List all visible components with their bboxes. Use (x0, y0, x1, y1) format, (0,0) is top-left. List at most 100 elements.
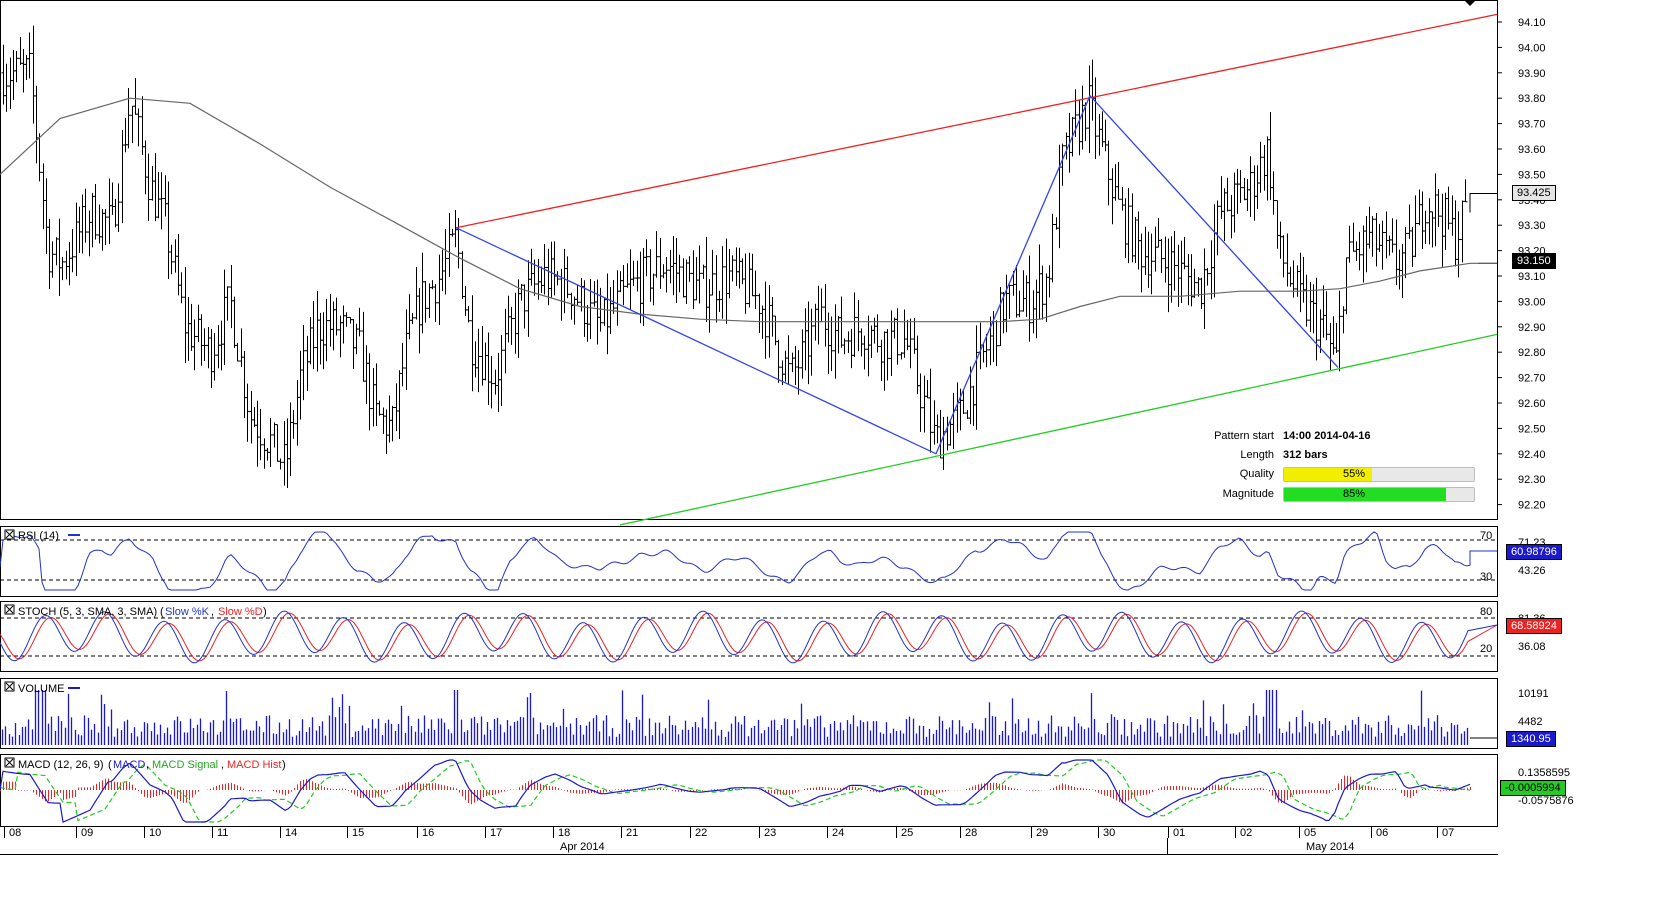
macd-comma-2: , (221, 759, 224, 771)
stoch-comma: , (211, 606, 214, 618)
volume-title: VOLUME (18, 683, 64, 695)
x-tick-label: 14 (285, 827, 297, 839)
x-tick-label: 17 (490, 827, 502, 839)
x-tick-label: 23 (764, 827, 776, 839)
x-tick-label: 25 (901, 827, 913, 839)
quality-bar-fill (1284, 468, 1372, 481)
y-tick-label: 92.90 (1518, 322, 1546, 334)
stoch-panel (0, 610, 1498, 664)
rsi-title: RSI (14) (18, 530, 59, 542)
stoch-k-label: Slow %K (165, 606, 210, 618)
macd-signal-label: MACD Signal (152, 759, 218, 771)
x-tick-label: 05 (1304, 827, 1316, 839)
macd-paren-open: ( (108, 759, 112, 771)
x-tick-label: 21 (626, 827, 638, 839)
x-month-label: May 2014 (1306, 841, 1354, 853)
y-tick-label: 92.70 (1518, 373, 1546, 385)
stoch-axis-mid: 36.08 (1518, 641, 1546, 653)
rsi-axis-mid: 43.26 (1518, 565, 1546, 577)
y-tick-label: 92.50 (1518, 423, 1546, 435)
y-tick-label: 92.60 (1518, 398, 1546, 410)
volume-header: VOLUME 10191 4482 (4, 681, 1549, 728)
x-tick-label: 16 (422, 827, 434, 839)
macd-title: MACD (12, 26, 9) (18, 759, 104, 771)
magnitude-bar-fill (1284, 488, 1446, 501)
x-tick-label: 06 (1376, 827, 1388, 839)
rsi-header: RSI (14) 70 30 71.23 43.26 (4, 529, 1546, 583)
y-tick-label: 94.10 (1518, 17, 1546, 29)
x-tick-label: 11 (217, 827, 228, 839)
stoch-panel-frame (0, 601, 1498, 672)
y-tick-label: 92.30 (1518, 474, 1546, 486)
x-tick-label: 22 (695, 827, 707, 839)
macd-axis-top: 0.1358595 (1518, 767, 1570, 779)
macd-signal-line (0, 759, 1471, 823)
price-axis: 94.1094.0093.9093.8093.7093.6093.5093.40… (1497, 17, 1546, 512)
stoch-k-line (0, 610, 1498, 664)
quality-bar: 55% (1283, 467, 1475, 482)
macd-comma-1: , (146, 759, 149, 771)
stoch-paren-open: ( (160, 606, 164, 618)
ma-value-box: 93.150 (1512, 253, 1556, 269)
pattern-zigzag-line (455, 94, 1339, 455)
macd-last-box: -0.0005994 (1500, 780, 1566, 796)
y-tick-label: 92.20 (1518, 500, 1546, 512)
rsi-lower-level: 30 (1480, 571, 1492, 583)
magnitude-value: 85% (1342, 488, 1366, 500)
stoch-d-line (0, 612, 1498, 662)
x-tick-label: 28 (965, 827, 977, 839)
y-tick-label: 93.90 (1518, 68, 1546, 80)
price-overlays (0, 13, 1498, 526)
x-tick-label: 10 (149, 827, 161, 839)
volume-axis-mid: 4482 (1518, 716, 1542, 728)
stoch-paren-close: ) (263, 606, 267, 618)
y-tick-label: 93.10 (1518, 271, 1546, 283)
macd-line-label: MACD (113, 759, 145, 771)
x-tick-label: 02 (1240, 827, 1252, 839)
resistance-line (455, 13, 1498, 229)
x-tick-label: 30 (1103, 827, 1115, 839)
stoch-title: STOCH (5, 3, SMA, 3, SMA) (18, 606, 157, 618)
x-tick-label: 18 (558, 827, 570, 839)
x-tick-label: 08 (9, 827, 21, 839)
y-tick-label: 93.60 (1518, 144, 1546, 156)
y-tick-label: 93.70 (1518, 119, 1546, 131)
stoch-upper-level: 80 (1480, 606, 1492, 618)
y-tick-label: 93.50 (1518, 169, 1546, 181)
pattern-start-value: 14:00 2014-04-16 (1283, 430, 1371, 442)
x-tick-label: 15 (352, 827, 364, 839)
x-tick-label: 24 (832, 827, 844, 839)
macd-panel (0, 759, 1471, 823)
pattern-start-label: Pattern start (1214, 430, 1274, 442)
last-price-connector (1469, 192, 1497, 213)
pattern-quality-label: Quality (1239, 468, 1274, 480)
moving-average-line (0, 97, 1497, 323)
price-panel-frame (0, 0, 1498, 520)
pattern-info-box: Pattern start 14:00 2014-04-16 Length 31… (1180, 428, 1480, 508)
x-tick-label: 29 (1036, 827, 1048, 839)
y-tick-label: 93.30 (1518, 220, 1546, 232)
y-tick-label: 93.80 (1518, 93, 1546, 105)
pattern-length-value: 312 bars (1283, 449, 1328, 461)
y-tick-label: 94.00 (1518, 42, 1546, 54)
macd-header: MACD (12, 26, 9) ( MACD , MACD Signal , … (4, 757, 1574, 807)
x-tick-label: 01 (1173, 827, 1185, 839)
rsi-upper-level: 70 (1480, 530, 1492, 542)
macd-line (0, 759, 1471, 823)
stoch-last-box: 68.58924 (1506, 618, 1562, 634)
y-tick-label: 92.80 (1518, 347, 1546, 359)
stoch-d-label: Slow %D (218, 606, 263, 618)
price-bars (1, 25, 1468, 489)
scroll-marker-icon[interactable] (1464, 0, 1476, 6)
volume-panel (1, 690, 1497, 745)
macd-paren-close: ) (282, 759, 286, 771)
y-tick-label: 93.00 (1518, 296, 1546, 308)
macd-axis-bottom: -0.0575876 (1518, 795, 1574, 807)
pattern-magnitude-label: Magnitude (1222, 488, 1274, 500)
time-axis: 08 09 10 11 14 15 16 17 18 21 22 23 24 25 28 29 30 01 02 05… (4, 826, 1454, 854)
rsi-line (0, 531, 1497, 591)
magnitude-bar: 85% (1283, 487, 1475, 502)
volume-last-box: 1340.95 (1506, 731, 1556, 747)
x-tick-label: 07 (1442, 827, 1454, 839)
stoch-lower-level: 20 (1480, 643, 1492, 655)
